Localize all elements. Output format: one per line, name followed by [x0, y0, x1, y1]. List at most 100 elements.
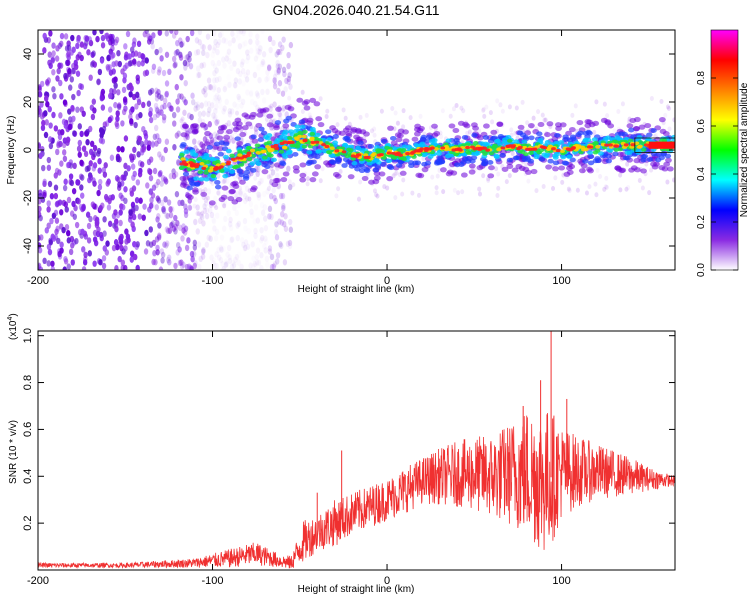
scatter-blob	[481, 106, 486, 112]
noise-blob	[274, 69, 279, 76]
noise-blob	[203, 100, 209, 107]
noise-blob	[205, 51, 210, 59]
noise-blob	[38, 242, 42, 249]
ridge-blob	[457, 120, 465, 126]
noise-blob	[202, 207, 208, 215]
ridge-blob	[634, 141, 640, 146]
noise-blob	[216, 190, 222, 197]
scatter-blob	[542, 117, 547, 123]
ridge-blob	[391, 151, 397, 155]
ridge-blob	[265, 144, 271, 149]
noise-blob	[169, 30, 174, 34]
ridge-blob	[411, 150, 416, 154]
noise-blob	[206, 188, 212, 195]
noise-blob	[66, 196, 72, 204]
noise-blob	[286, 62, 291, 70]
scatter-blob	[214, 205, 219, 211]
noise-blob	[99, 95, 105, 102]
ridge-blob	[242, 149, 249, 154]
ridge-blob	[488, 165, 495, 171]
noise-blob	[214, 67, 219, 74]
noise-blob	[54, 167, 60, 175]
noise-blob	[164, 30, 169, 37]
noise-blob	[188, 62, 194, 70]
noise-blob	[233, 82, 238, 89]
noise-blob	[175, 241, 181, 249]
noise-blob	[166, 254, 172, 261]
noise-blob	[231, 37, 236, 44]
scatter-blob	[500, 108, 505, 114]
scatter-blob	[592, 129, 597, 135]
noise-blob	[213, 107, 218, 115]
noise-blob	[256, 259, 262, 266]
noise-blob	[138, 197, 143, 204]
noise-blob	[267, 213, 272, 220]
noise-blob	[92, 30, 97, 36]
ridge-blob	[517, 145, 523, 149]
noise-blob	[197, 30, 203, 36]
noise-blob	[236, 93, 241, 101]
scatter-blob	[665, 104, 670, 110]
ridge-blob	[328, 159, 336, 165]
noise-blob	[81, 110, 86, 117]
ridge-blob	[636, 135, 643, 140]
scatter-blob	[198, 188, 203, 194]
noise-blob	[284, 77, 289, 85]
noise-blob	[108, 39, 113, 46]
scatter-blob	[540, 112, 545, 118]
noise-blob	[75, 42, 80, 50]
ridge-blob	[621, 131, 628, 137]
noise-blob	[85, 128, 90, 136]
ridge-blob	[286, 149, 293, 154]
ridge-blob	[199, 122, 207, 128]
y-tick-label: 0.2	[22, 515, 34, 530]
noise-blob	[62, 99, 68, 106]
scatter-blob	[496, 171, 501, 177]
noise-blob	[148, 89, 153, 96]
noise-blob	[281, 66, 287, 74]
ridge-blob	[566, 147, 572, 151]
noise-blob	[227, 111, 233, 118]
noise-blob	[151, 63, 157, 70]
noise-blob	[258, 45, 263, 52]
noise-blob	[181, 227, 186, 234]
ridge-blob	[271, 181, 279, 188]
ridge-blob	[628, 167, 635, 173]
noise-blob	[201, 110, 206, 117]
noise-blob	[149, 202, 155, 209]
ridge-blob	[295, 141, 302, 146]
ridge-blob	[302, 129, 308, 134]
ridge-blob	[423, 148, 429, 152]
ridge-blob	[354, 127, 362, 133]
ridge-blob	[314, 164, 322, 170]
ridge-blob	[581, 147, 587, 152]
scatter-blob	[671, 177, 675, 183]
scatter-blob	[612, 128, 617, 134]
noise-blob	[116, 89, 121, 96]
ridge-blob	[373, 175, 381, 181]
scatter-blob	[649, 96, 654, 102]
colorbar-scale	[710, 29, 739, 271]
ridge-blob	[206, 145, 214, 150]
ridge-blob	[273, 125, 281, 131]
ridge-blob	[487, 173, 495, 179]
ridge-blob	[595, 145, 601, 149]
noise-blob	[267, 248, 273, 255]
noise-blob	[115, 110, 120, 117]
noise-blob	[77, 139, 82, 147]
ridge-blob	[274, 146, 280, 151]
ridge-blob	[220, 162, 226, 167]
ridge-blob	[283, 118, 290, 124]
noise-blob	[76, 145, 82, 152]
noise-blob	[241, 80, 245, 86]
noise-blob	[156, 234, 162, 241]
noise-blob	[259, 237, 263, 243]
scatter-blob	[198, 142, 203, 148]
scatter-blob	[343, 115, 348, 121]
noise-blob	[243, 239, 249, 246]
noise-blob	[265, 88, 270, 95]
ridge-blob	[407, 160, 415, 165]
noise-blob	[68, 84, 73, 91]
noise-blob	[272, 79, 278, 86]
noise-blob	[228, 220, 233, 228]
